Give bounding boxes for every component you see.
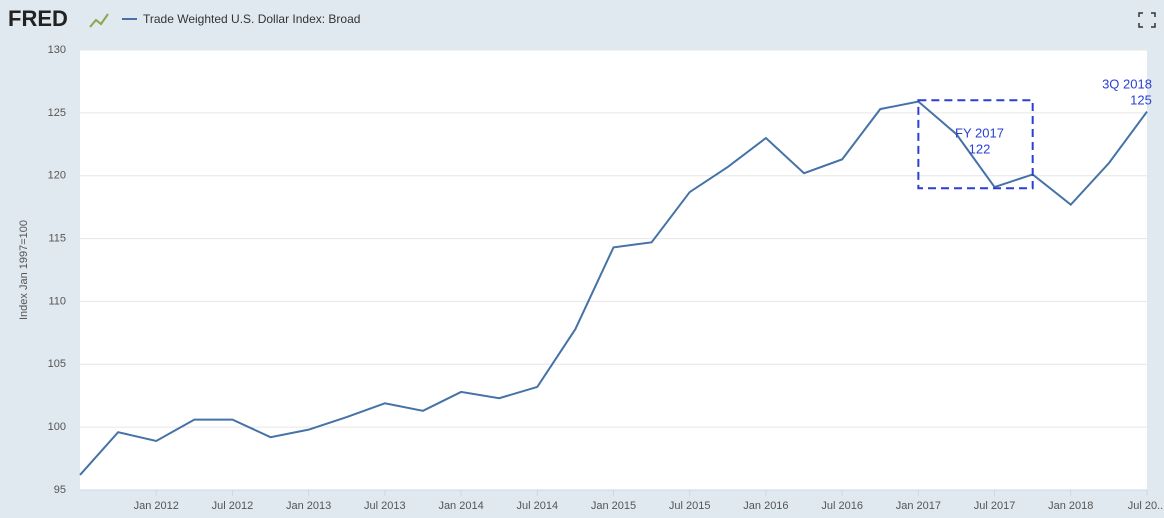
brand: FRED	[8, 6, 68, 31]
x-tick-label: Jul 20...	[1128, 500, 1164, 512]
y-tick-label: 120	[48, 170, 66, 182]
annotation-box	[917, 99, 1034, 190]
y-tick-label: 100	[48, 421, 66, 433]
annotation-value: 125	[1130, 92, 1152, 107]
x-tick-label: Jan 2017	[896, 500, 941, 512]
x-tick-label: Jul 2013	[364, 500, 406, 512]
y-axis-label: Index Jan 1997=100	[18, 220, 30, 320]
x-tick-label: Jul 2016	[821, 500, 863, 512]
x-tick-label: Jul 2012	[212, 500, 254, 512]
x-tick-label: Jan 2012	[134, 500, 179, 512]
x-tick-label: Jul 2014	[516, 500, 558, 512]
y-tick-label: 95	[54, 484, 66, 496]
y-tick-label: 105	[48, 358, 66, 370]
x-tick-label: Jan 2013	[286, 500, 331, 512]
plot-area	[80, 50, 1147, 490]
x-tick-label: Jul 2017	[974, 500, 1016, 512]
x-tick-label: Jan 2016	[743, 500, 788, 512]
annotation-label: 3Q 2018	[1102, 76, 1152, 91]
x-tick-label: Jan 2018	[1048, 500, 1093, 512]
x-tick-label: Jul 2015	[669, 500, 711, 512]
y-tick-label: 115	[48, 232, 66, 244]
y-tick-label: 125	[48, 107, 66, 119]
annotation-value: 122	[969, 142, 991, 157]
y-tick-label: 110	[48, 295, 66, 307]
line-series	[79, 100, 1148, 476]
x-tick-label: Jan 2014	[438, 500, 483, 512]
annotation-label: FY 2017	[955, 126, 1004, 141]
logo-icon	[89, 13, 109, 28]
fullscreen-button[interactable]	[1138, 12, 1156, 28]
legend-label: Trade Weighted U.S. Dollar Index: Broad	[143, 12, 360, 26]
y-tick-label: 130	[48, 44, 66, 56]
x-tick-label: Jan 2015	[591, 500, 636, 512]
